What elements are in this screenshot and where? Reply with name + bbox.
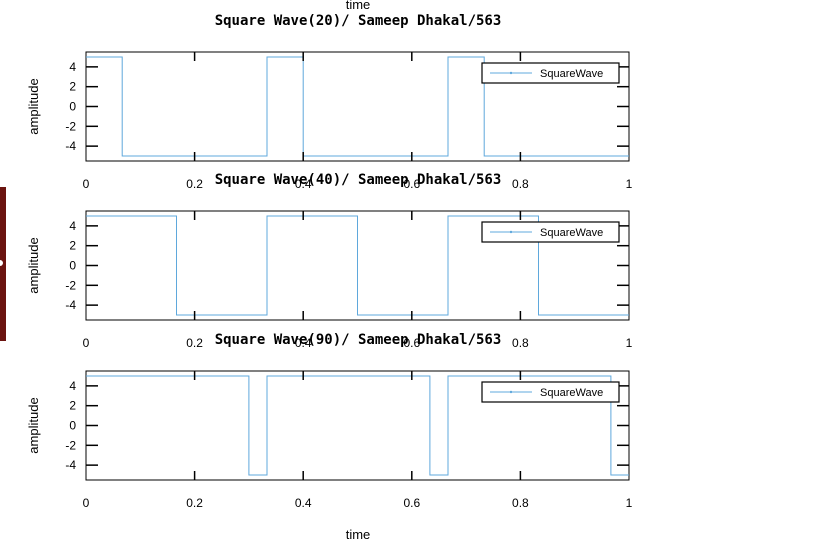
legend-entry-label: SquareWave	[540, 227, 603, 239]
side-panel-tab[interactable]	[0, 187, 6, 341]
x-tick-label: 0.6	[403, 177, 420, 191]
legend-box	[481, 62, 620, 84]
y-tick-label: 2	[69, 399, 76, 413]
y-tick-label: -2	[65, 278, 76, 292]
y-tick-label: 0	[69, 419, 76, 433]
y-axis-label: amplitude	[26, 237, 41, 293]
legend-box	[481, 221, 620, 243]
chart-panel-2: Square Wave(40)/ Sameep Dhakal/563 amplit…	[26, 172, 633, 350]
x-tick-label: 0	[83, 177, 90, 191]
legend: SquareWave	[481, 381, 620, 403]
x-tick-label: 0.2	[186, 177, 203, 191]
y-axis-label: amplitude	[26, 78, 41, 134]
chart-panel-3: Square Wave(90)/ Sameep Dhakal/563 amplit…	[26, 332, 633, 510]
y-tick-label: 4	[69, 379, 76, 393]
y-tick-label: -4	[65, 139, 76, 153]
x-tick-label: 1	[626, 336, 633, 350]
chart-title: Square Wave(20)/ Sameep Dhakal/563	[215, 13, 502, 29]
y-tick-label: 4	[69, 60, 76, 74]
side-panel-handle-icon[interactable]	[0, 260, 3, 266]
y-tick-label: -2	[65, 119, 76, 133]
y-tick-label: -4	[65, 298, 76, 312]
top-x-axis-label: time	[346, 0, 371, 12]
y-tick-label: -4	[65, 458, 76, 472]
legend-marker-swatch	[509, 390, 513, 394]
y-axis-label: amplitude	[26, 397, 41, 453]
legend-box	[481, 381, 620, 403]
legend: SquareWave	[481, 62, 620, 84]
y-tick-label: 0	[69, 259, 76, 273]
y-tick-label: 2	[69, 239, 76, 253]
x-tick-label: 0	[83, 496, 90, 510]
x-tick-label: 0.2	[186, 336, 203, 350]
x-tick-label: 1	[626, 496, 633, 510]
chart-title: Square Wave(90)/ Sameep Dhakal/563	[215, 332, 502, 348]
x-tick-label: 0.4	[295, 496, 312, 510]
legend-entry-label: SquareWave	[540, 387, 603, 399]
bottom-x-axis-label: time	[346, 527, 371, 541]
chart-title: Square Wave(40)/ Sameep Dhakal/563	[215, 172, 502, 188]
legend: SquareWave	[481, 221, 620, 243]
x-tick-label: 0.6	[403, 496, 420, 510]
x-tick-label: 0.4	[295, 336, 312, 350]
x-tick-label: 1	[626, 177, 633, 191]
x-tick-label: 0	[83, 336, 90, 350]
x-tick-label: 0.6	[403, 336, 420, 350]
y-tick-label: 4	[69, 219, 76, 233]
y-tick-label: 0	[69, 100, 76, 114]
x-tick-label: 0.4	[295, 177, 312, 191]
legend-marker-swatch	[509, 71, 513, 75]
legend-entry-label: SquareWave	[540, 68, 603, 80]
x-tick-label: 0.8	[512, 177, 529, 191]
legend-marker-swatch	[509, 230, 513, 234]
x-tick-label: 0.8	[512, 336, 529, 350]
x-tick-label: 0.8	[512, 496, 529, 510]
y-tick-label: 2	[69, 80, 76, 94]
y-tick-label: -2	[65, 438, 76, 452]
x-tick-label: 0.2	[186, 496, 203, 510]
chart-panel-1: Square Wave(20)/ Sameep Dhakal/563 amplit…	[26, 13, 633, 191]
